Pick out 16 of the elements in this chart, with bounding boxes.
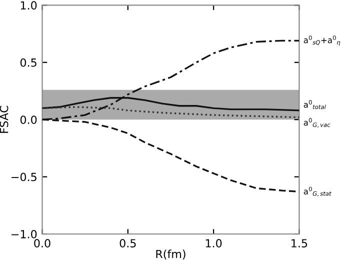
line-series bbox=[42, 106, 300, 118]
series-label: a$^{0}$$_{total}$ bbox=[304, 100, 326, 110]
series-label: a$^{0}$$_{sQ}$+a$^{0}$$_{η}$ bbox=[304, 36, 340, 46]
y-tick-label: 1.0 bbox=[20, 1, 37, 10]
y-tick-label: 0.0 bbox=[20, 116, 37, 124]
x-tick-label: 1.5 bbox=[292, 239, 308, 248]
x-tick-label: 0.5 bbox=[120, 239, 136, 248]
x-tick-label: 0.0 bbox=[34, 239, 50, 248]
x-axis-title: R(fm) bbox=[156, 250, 186, 260]
series-label: a$^{0}$$_{G,stat}$ bbox=[304, 186, 332, 196]
y-tick-label: −1.0 bbox=[12, 230, 37, 238]
y-tick-label: −0.5 bbox=[12, 172, 36, 182]
series-label: a$^{0}$$_{G,vac}$ bbox=[304, 118, 330, 128]
y-axis-title: FSAC bbox=[0, 106, 8, 133]
y-tick-label: 0.5 bbox=[20, 58, 36, 67]
x-tick-label: 1.0 bbox=[206, 239, 222, 248]
